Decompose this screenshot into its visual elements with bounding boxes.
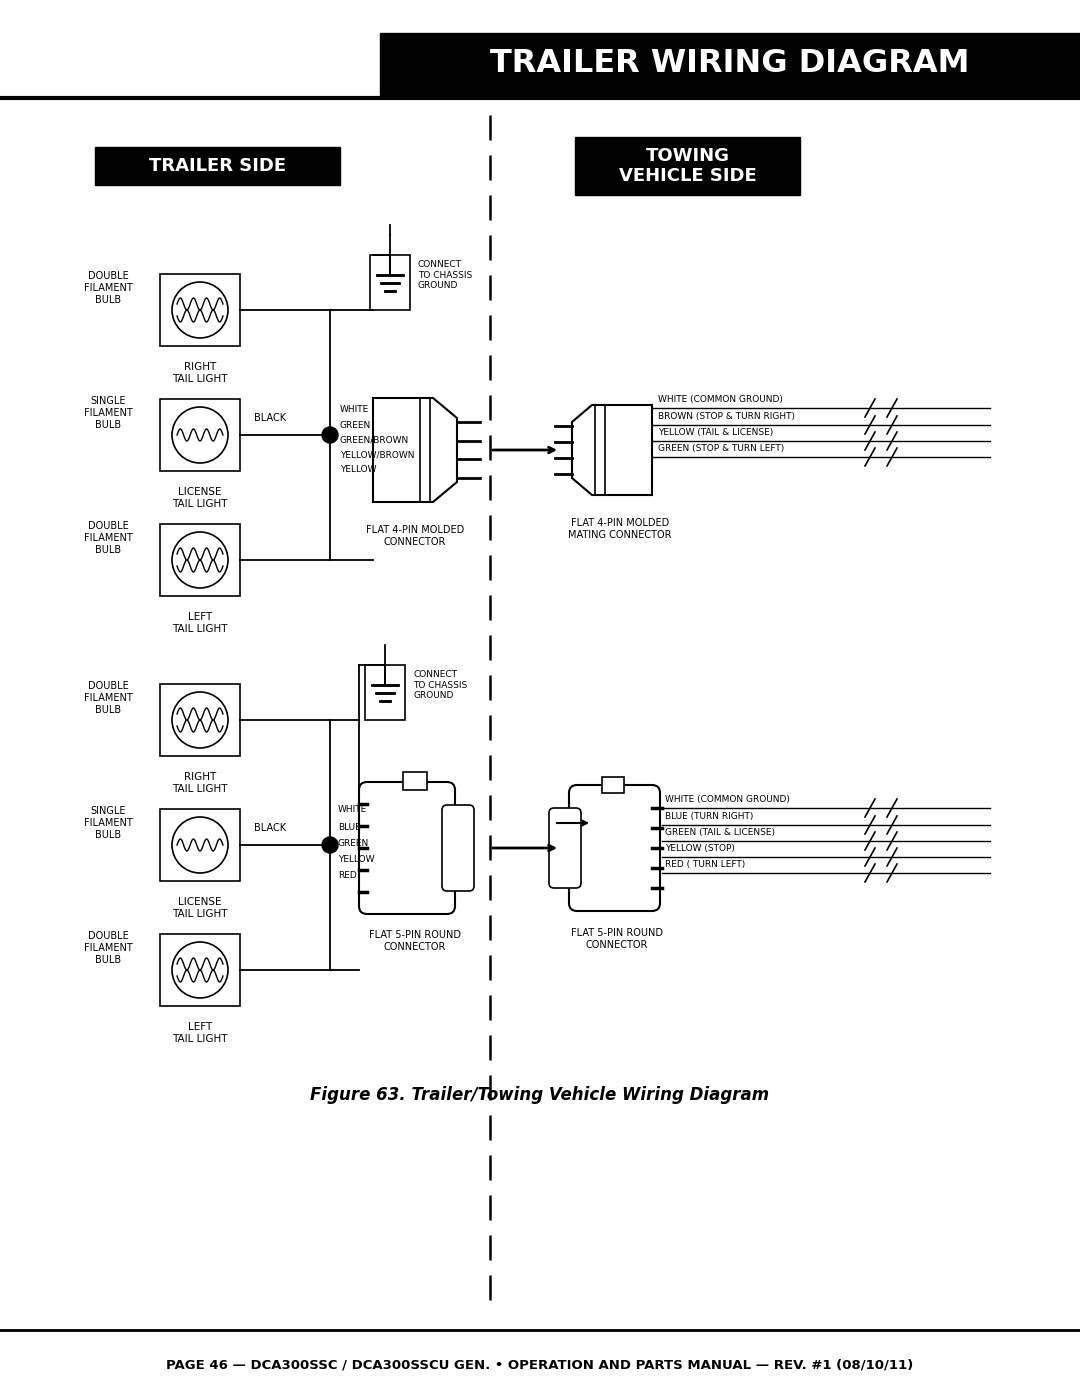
Bar bbox=[160, 809, 240, 882]
Bar bbox=[602, 777, 624, 793]
Text: CONNECT
TO CHASSIS
GROUND: CONNECT TO CHASSIS GROUND bbox=[418, 260, 472, 291]
Circle shape bbox=[172, 692, 228, 747]
Bar bbox=[160, 685, 240, 756]
Bar bbox=[370, 256, 410, 310]
Bar bbox=[365, 665, 405, 719]
Bar bbox=[575, 137, 800, 196]
Polygon shape bbox=[572, 405, 652, 495]
Text: YELLOW: YELLOW bbox=[340, 465, 377, 475]
Text: YELLOW (STOP): YELLOW (STOP) bbox=[665, 844, 734, 854]
Bar bbox=[403, 773, 427, 789]
Text: GREEN (STOP & TURN LEFT): GREEN (STOP & TURN LEFT) bbox=[658, 444, 784, 453]
Circle shape bbox=[322, 837, 338, 854]
Text: Figure 63. Trailer/Towing Vehicle Wiring Diagram: Figure 63. Trailer/Towing Vehicle Wiring… bbox=[310, 1085, 770, 1104]
Text: WHITE: WHITE bbox=[340, 405, 369, 415]
FancyBboxPatch shape bbox=[569, 785, 660, 911]
Text: YELLOW: YELLOW bbox=[338, 855, 375, 863]
FancyBboxPatch shape bbox=[359, 782, 455, 914]
Text: WHITE (COMMON GROUND): WHITE (COMMON GROUND) bbox=[665, 795, 789, 805]
Text: FLAT 5-PIN ROUND
CONNECTOR: FLAT 5-PIN ROUND CONNECTOR bbox=[571, 928, 663, 950]
Text: TOWING
VEHICLE SIDE: TOWING VEHICLE SIDE bbox=[619, 147, 757, 186]
Text: GREEN (TAIL & LICENSE): GREEN (TAIL & LICENSE) bbox=[665, 828, 775, 837]
Text: RED ( TURN LEFT): RED ( TURN LEFT) bbox=[665, 861, 745, 869]
Text: GREEN: GREEN bbox=[340, 420, 372, 429]
Text: BLUE: BLUE bbox=[338, 823, 361, 831]
Bar bbox=[380, 34, 1080, 95]
Circle shape bbox=[322, 427, 338, 443]
Text: RIGHT
TAIL LIGHT: RIGHT TAIL LIGHT bbox=[172, 773, 228, 793]
Text: LICENSE
TAIL LIGHT: LICENSE TAIL LIGHT bbox=[172, 897, 228, 919]
Text: YELLOW (TAIL & LICENSE): YELLOW (TAIL & LICENSE) bbox=[658, 427, 773, 437]
Text: DOUBLE
FILAMENT
BULB: DOUBLE FILAMENT BULB bbox=[83, 932, 133, 964]
Text: RIGHT
TAIL LIGHT: RIGHT TAIL LIGHT bbox=[172, 362, 228, 384]
Text: LEFT
TAIL LIGHT: LEFT TAIL LIGHT bbox=[172, 612, 228, 634]
Text: SINGLE
FILAMENT
BULB: SINGLE FILAMENT BULB bbox=[83, 397, 133, 430]
Text: YELLOW/BROWN: YELLOW/BROWN bbox=[340, 450, 415, 460]
Bar bbox=[95, 147, 340, 184]
Text: DOUBLE
FILAMENT
BULB: DOUBLE FILAMENT BULB bbox=[83, 682, 133, 715]
FancyBboxPatch shape bbox=[549, 807, 581, 888]
Circle shape bbox=[172, 532, 228, 588]
Text: SINGLE
FILAMENT
BULB: SINGLE FILAMENT BULB bbox=[83, 806, 133, 840]
Circle shape bbox=[172, 817, 228, 873]
Text: GREEN: GREEN bbox=[338, 838, 369, 848]
Text: LICENSE
TAIL LIGHT: LICENSE TAIL LIGHT bbox=[172, 488, 228, 509]
Bar bbox=[160, 524, 240, 597]
Text: GREEN/BROWN: GREEN/BROWN bbox=[340, 436, 409, 444]
Polygon shape bbox=[373, 398, 457, 502]
Bar bbox=[160, 274, 240, 346]
Text: RED: RED bbox=[338, 870, 356, 880]
FancyBboxPatch shape bbox=[442, 805, 474, 891]
Text: BROWN (STOP & TURN RIGHT): BROWN (STOP & TURN RIGHT) bbox=[658, 412, 795, 420]
Bar bbox=[160, 935, 240, 1006]
Text: WHITE: WHITE bbox=[338, 806, 367, 814]
Text: FLAT 5-PIN ROUND
CONNECTOR: FLAT 5-PIN ROUND CONNECTOR bbox=[369, 930, 461, 951]
Text: BLUE (TURN RIGHT): BLUE (TURN RIGHT) bbox=[665, 812, 754, 821]
Text: TRAILER WIRING DIAGRAM: TRAILER WIRING DIAGRAM bbox=[490, 49, 970, 80]
Circle shape bbox=[172, 282, 228, 338]
Text: TRAILER SIDE: TRAILER SIDE bbox=[149, 156, 286, 175]
Text: DOUBLE
FILAMENT
BULB: DOUBLE FILAMENT BULB bbox=[83, 521, 133, 555]
Circle shape bbox=[172, 407, 228, 462]
Bar bbox=[160, 400, 240, 471]
Text: BLACK: BLACK bbox=[254, 414, 286, 423]
Text: CONNECT
TO CHASSIS
GROUND: CONNECT TO CHASSIS GROUND bbox=[413, 671, 468, 700]
Circle shape bbox=[172, 942, 228, 997]
Text: WHITE (COMMON GROUND): WHITE (COMMON GROUND) bbox=[658, 395, 783, 404]
Text: PAGE 46 — DCA300SSC / DCA300SSCU GEN. • OPERATION AND PARTS MANUAL — REV. #1 (08: PAGE 46 — DCA300SSC / DCA300SSCU GEN. • … bbox=[166, 1358, 914, 1372]
Text: BLACK: BLACK bbox=[254, 823, 286, 833]
Text: FLAT 4-PIN MOLDED
CONNECTOR: FLAT 4-PIN MOLDED CONNECTOR bbox=[366, 525, 464, 546]
Text: FLAT 4-PIN MOLDED
MATING CONNECTOR: FLAT 4-PIN MOLDED MATING CONNECTOR bbox=[568, 518, 672, 539]
Text: DOUBLE
FILAMENT
BULB: DOUBLE FILAMENT BULB bbox=[83, 271, 133, 305]
Text: LEFT
TAIL LIGHT: LEFT TAIL LIGHT bbox=[172, 1023, 228, 1044]
